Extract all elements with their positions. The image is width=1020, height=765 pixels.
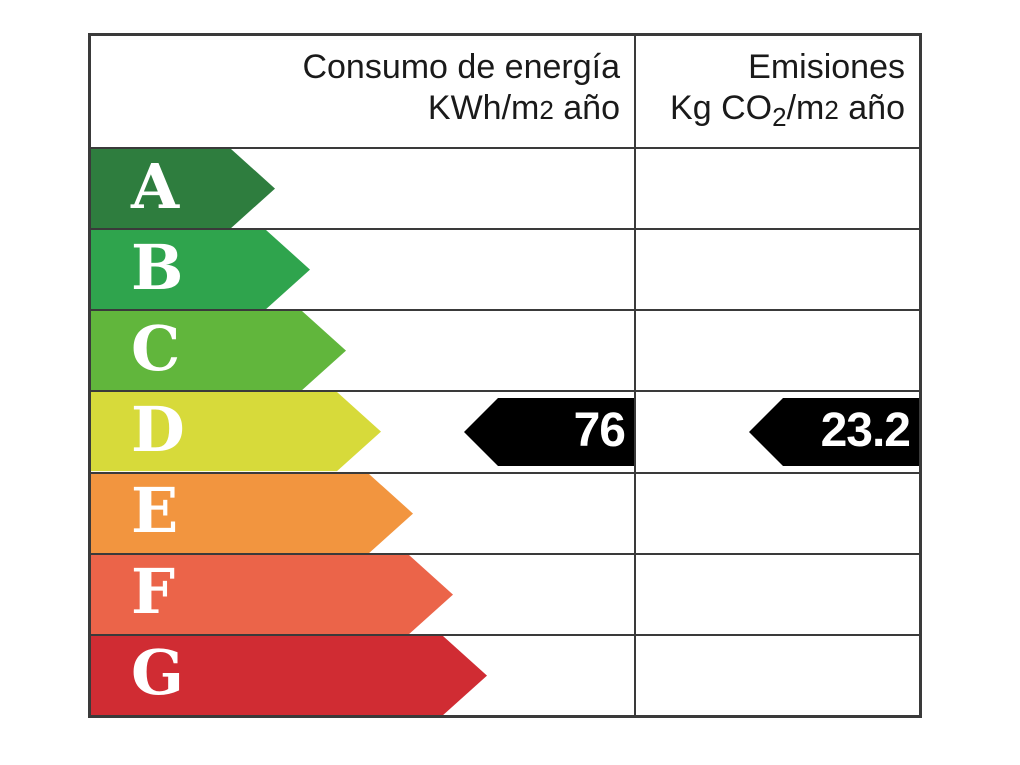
consumption-indicator: 76	[464, 397, 634, 466]
consumption-indicator-arrow-icon	[464, 397, 634, 466]
consumption-cell-c: C	[91, 311, 636, 391]
emissions-cell-d: 23.2	[636, 392, 919, 471]
consumption-header-line1: Consumo de energía	[302, 48, 620, 86]
emissions-cell-a	[636, 149, 919, 228]
rating-letter-a: A	[131, 149, 180, 223]
rating-letter-d: D	[131, 393, 185, 467]
rating-letter-b: B	[131, 230, 184, 304]
consumption-cell-f: F	[91, 554, 636, 634]
emissions-header-line2: Kg CO2/m2 año	[670, 89, 905, 132]
rating-rows: A B C D 76 23.2 E F G	[91, 149, 919, 715]
chart-header: Consumo de energía KWh/m2 año Emisiones …	[91, 36, 919, 149]
emissions-cell-b	[636, 230, 919, 309]
rating-row-d: D 76 23.2	[91, 392, 919, 474]
emissions-header-line1: Emisiones	[748, 48, 905, 86]
rating-bar-a	[91, 149, 275, 229]
rating-row-f: F	[91, 554, 919, 636]
consumption-column-header: Consumo de energía KWh/m2 año	[91, 36, 636, 147]
rating-bar-b	[91, 230, 310, 310]
rating-letter-g: G	[131, 636, 184, 710]
rating-row-a: A	[91, 149, 919, 231]
emissions-column-header: Emisiones Kg CO2/m2 año	[636, 36, 919, 147]
rating-row-b: B	[91, 230, 919, 312]
consumption-cell-d: D 76	[91, 392, 636, 472]
rating-letter-f: F	[131, 555, 176, 629]
consumption-cell-g: G	[91, 635, 636, 715]
rating-bar-g	[91, 635, 487, 715]
rating-letter-e: E	[131, 474, 179, 548]
rating-row-e: E	[91, 473, 919, 555]
rating-bar-f	[91, 554, 453, 634]
emissions-cell-c	[636, 311, 919, 390]
rating-letter-c: C	[131, 311, 181, 385]
rating-row-g: G	[91, 635, 919, 715]
consumption-cell-e: E	[91, 473, 636, 553]
emissions-indicator-arrow-icon	[749, 397, 919, 466]
consumption-header-line2: KWh/m2 año	[427, 89, 620, 127]
emissions-cell-g	[636, 636, 919, 715]
consumption-cell-a: A	[91, 149, 636, 229]
emissions-cell-e	[636, 474, 919, 553]
emissions-indicator: 23.2	[749, 397, 919, 466]
rating-bar-d	[91, 392, 381, 472]
rating-row-c: C	[91, 311, 919, 393]
consumption-value: 76	[573, 404, 626, 458]
consumption-cell-b: B	[91, 230, 636, 310]
emissions-value: 23.2	[820, 404, 911, 458]
rating-bar-c	[91, 311, 346, 391]
rating-bar-e	[91, 473, 413, 553]
emissions-cell-f	[636, 555, 919, 634]
energy-rating-chart: Consumo de energía KWh/m2 año Emisiones …	[88, 33, 922, 718]
